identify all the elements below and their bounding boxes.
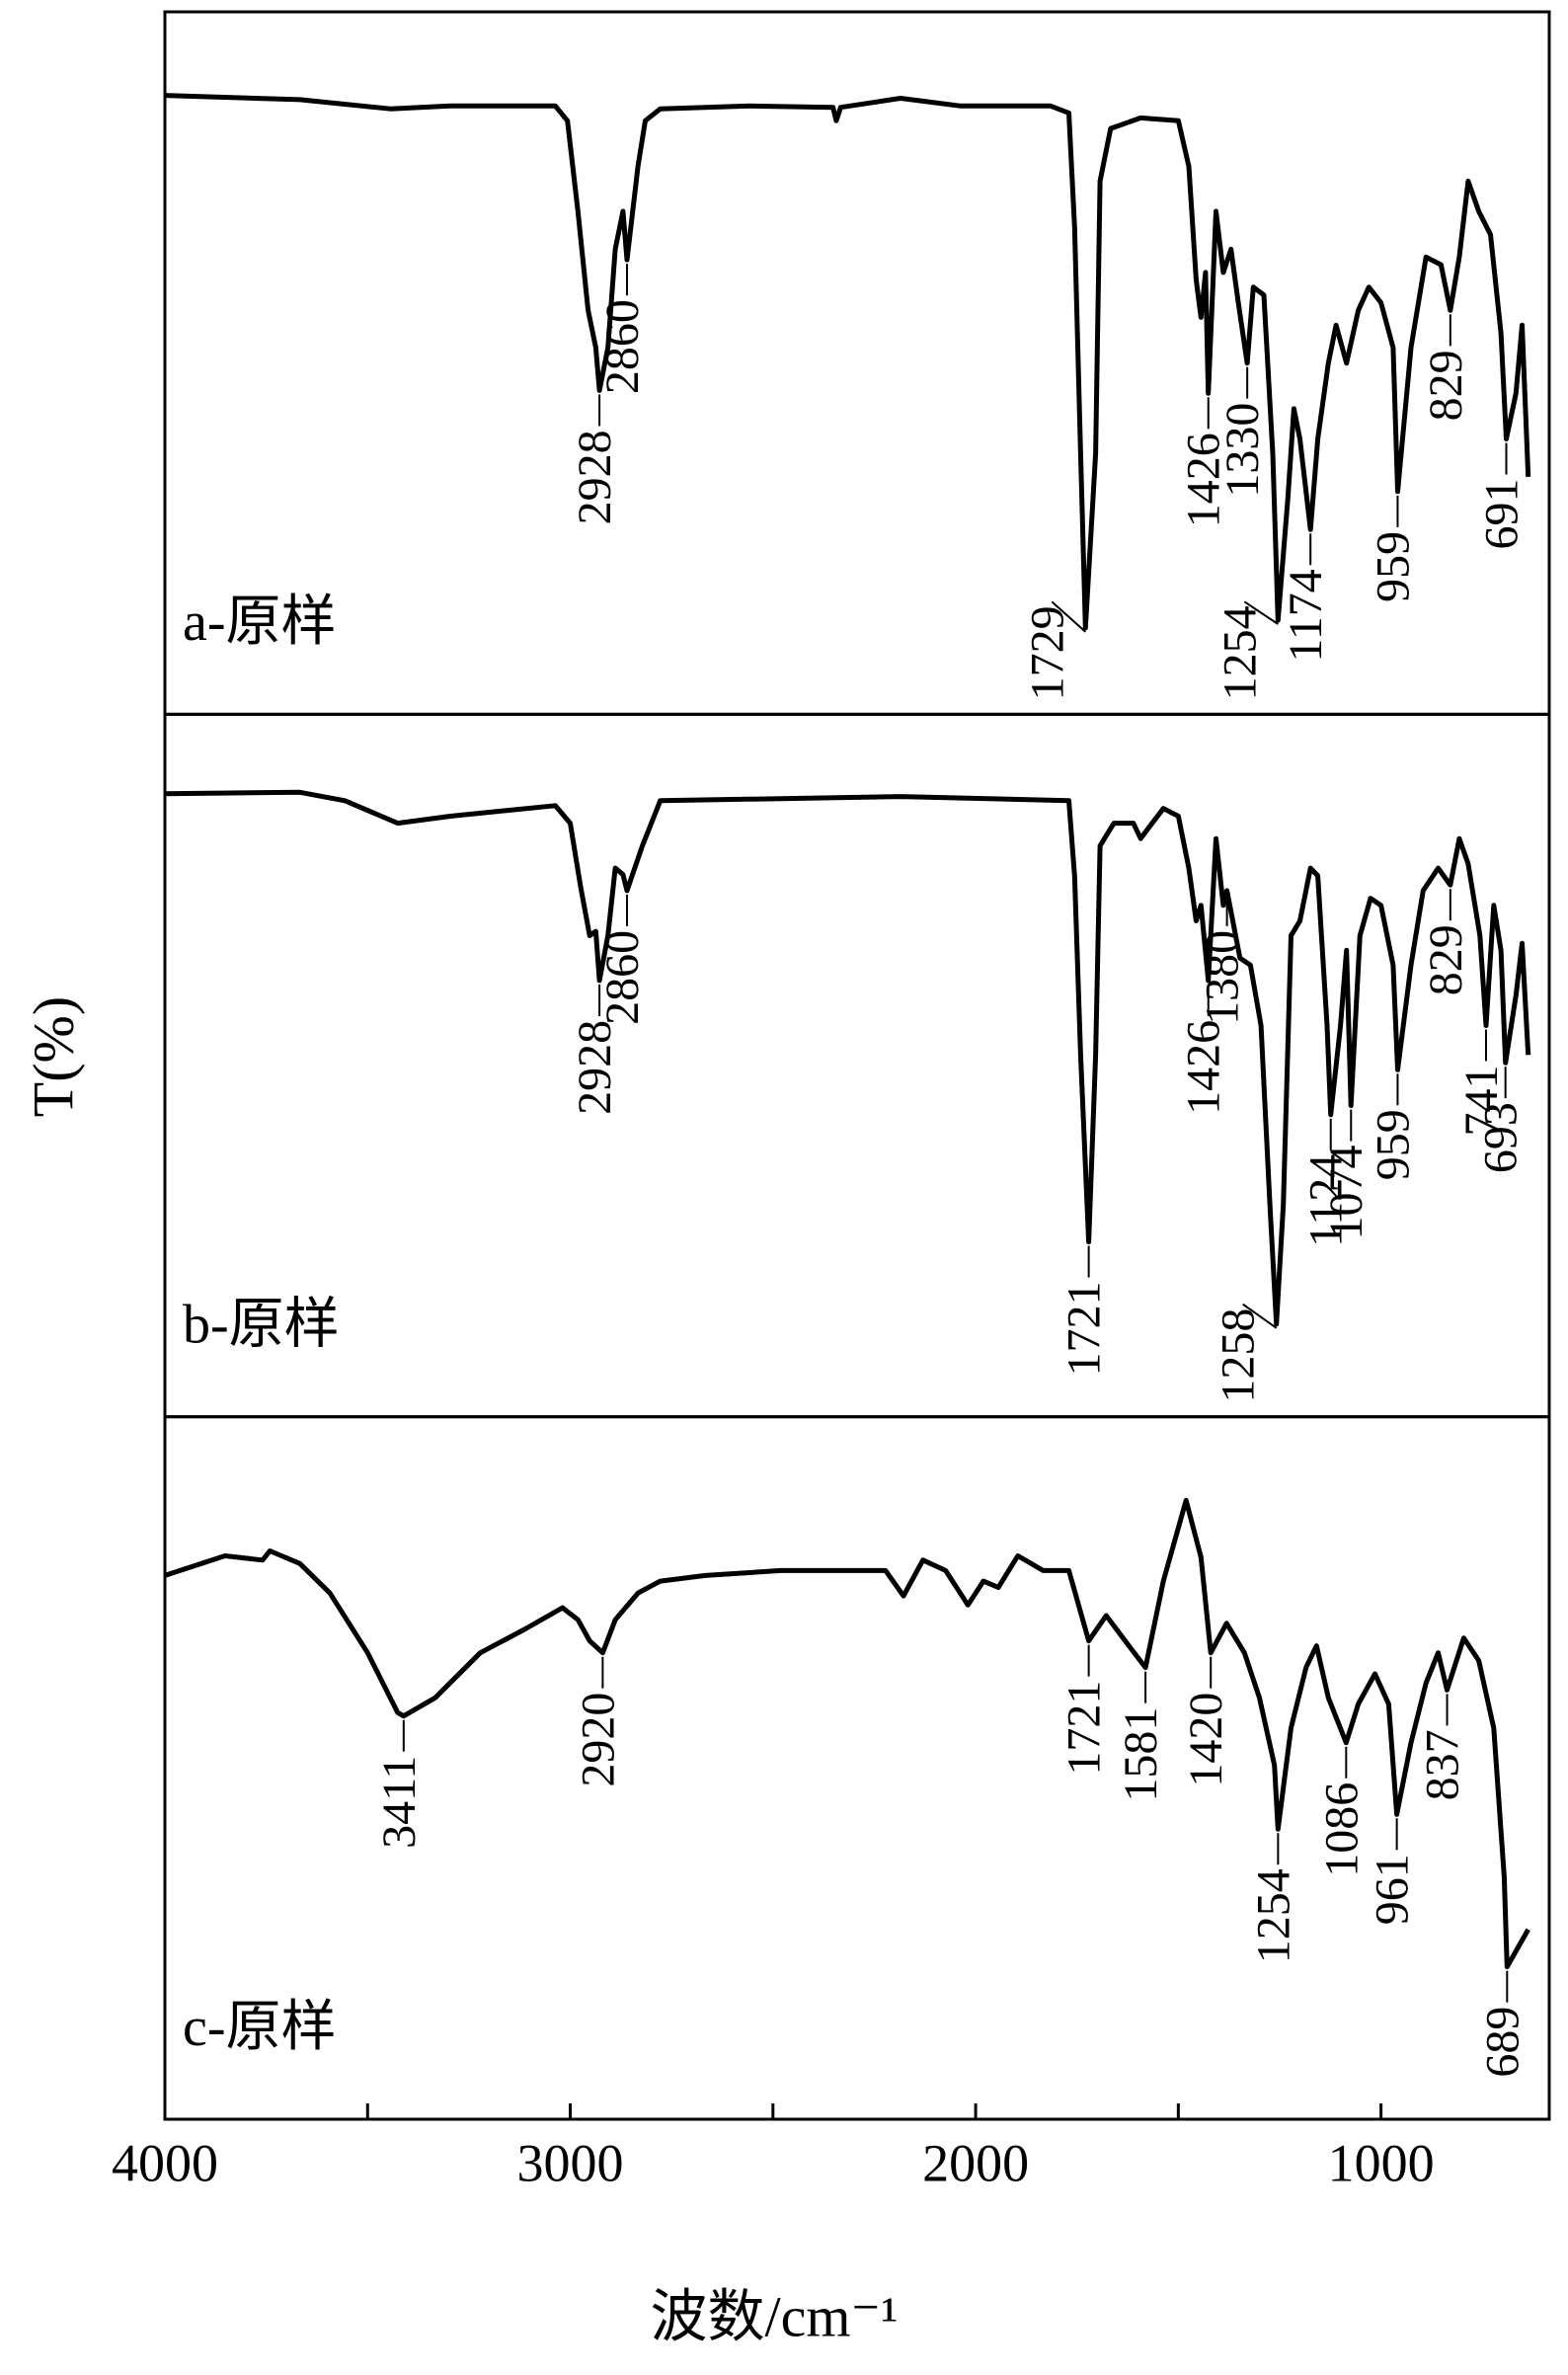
x-tick-label: 1000	[1328, 2133, 1435, 2192]
peak-leader	[1243, 600, 1279, 625]
peak-leader	[1242, 1303, 1278, 1329]
peak-label: 1254	[1214, 605, 1266, 700]
peak-label: 1721	[1058, 1282, 1111, 1377]
peak-label: 2860	[596, 930, 649, 1025]
spectrum-line	[164, 789, 1531, 1327]
peak-label: 689	[1476, 2007, 1529, 2078]
peak-label: 1074	[1320, 1146, 1372, 1240]
peak-label: 1426	[1178, 433, 1230, 527]
peak-label: 1420	[1180, 1693, 1232, 1787]
peak-label: 691	[1475, 478, 1528, 549]
panel-frame	[163, 1415, 1551, 2121]
peak-label: 959	[1367, 1109, 1419, 1180]
peak-label: 2860	[596, 299, 649, 394]
x-axis-title: 波数/cm⁻¹	[651, 2284, 899, 2348]
panel-frame	[163, 10, 1551, 716]
peak-label: 3411	[373, 1756, 426, 1849]
peak-label: 2928	[569, 430, 621, 524]
spectrum-line	[164, 93, 1531, 631]
peak-label: 1380	[1197, 930, 1249, 1025]
peak-label: 2920	[572, 1693, 624, 1787]
peak-label: 837	[1417, 1729, 1469, 1800]
x-tick-label: 3000	[517, 2133, 624, 2192]
spectrum-line	[164, 1497, 1530, 1970]
peak-label: 959	[1367, 531, 1419, 602]
peak-label: 1581	[1115, 1707, 1167, 1802]
x-tick-label: 2000	[922, 2133, 1029, 2192]
peak-label: 1086	[1315, 1782, 1368, 1877]
peak-label: 829	[1420, 350, 1472, 421]
panel-label: b-原样	[183, 1295, 340, 1356]
peak-label: 829	[1420, 924, 1472, 995]
peak-label: 693	[1475, 1102, 1528, 1173]
peak-label: 741	[1455, 1065, 1508, 1136]
panel-frame	[163, 712, 1551, 1419]
peak-label: 1426	[1178, 1020, 1230, 1115]
y-axis-title: T(%)	[21, 996, 85, 1117]
peak-label: 1330	[1216, 403, 1269, 498]
peak-label: 1721	[1058, 1681, 1111, 1776]
peak-label: 1729	[1021, 605, 1073, 700]
peak-label: 1124	[1300, 1154, 1353, 1247]
peak-label: 2928	[569, 1020, 621, 1115]
peak-label: 1258	[1213, 1308, 1265, 1403]
peak-label: 961	[1367, 1854, 1419, 1925]
panel-label: a-原样	[183, 592, 337, 653]
peak-label: 1174	[1280, 569, 1332, 662]
peak-label: 1254	[1247, 1868, 1299, 1963]
peak-leader	[1051, 600, 1087, 633]
x-tick-label: 4000	[112, 2133, 218, 2192]
panel-label: c-原样	[183, 1997, 337, 2058]
